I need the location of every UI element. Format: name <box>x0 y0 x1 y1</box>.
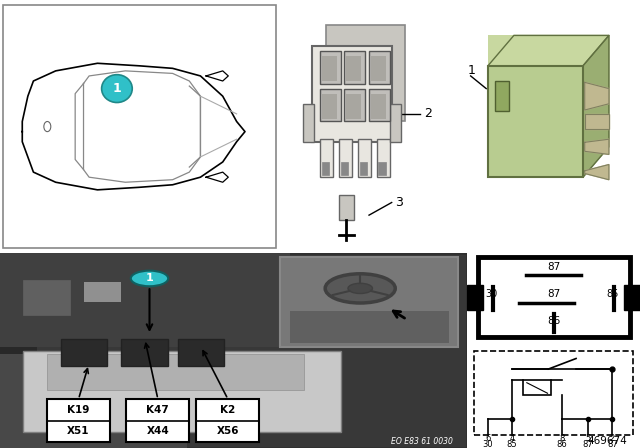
FancyBboxPatch shape <box>312 46 392 142</box>
FancyBboxPatch shape <box>369 51 390 83</box>
Text: 86: 86 <box>547 316 560 326</box>
FancyBboxPatch shape <box>126 399 189 442</box>
FancyBboxPatch shape <box>344 51 365 83</box>
Text: 87: 87 <box>547 263 560 272</box>
FancyBboxPatch shape <box>340 162 348 175</box>
FancyBboxPatch shape <box>0 354 187 448</box>
FancyBboxPatch shape <box>303 104 314 142</box>
FancyBboxPatch shape <box>84 282 122 302</box>
Polygon shape <box>583 35 609 177</box>
Text: 87: 87 <box>547 289 560 299</box>
Text: 87: 87 <box>583 440 593 448</box>
Text: 86: 86 <box>557 440 568 448</box>
FancyBboxPatch shape <box>3 5 276 248</box>
Bar <box>625 285 640 310</box>
FancyBboxPatch shape <box>320 139 333 177</box>
Polygon shape <box>585 82 609 110</box>
Text: K19: K19 <box>67 405 90 415</box>
FancyBboxPatch shape <box>488 66 583 177</box>
FancyBboxPatch shape <box>122 339 168 366</box>
FancyBboxPatch shape <box>61 339 108 366</box>
Text: 1: 1 <box>113 82 122 95</box>
Ellipse shape <box>44 121 51 132</box>
FancyBboxPatch shape <box>320 89 340 121</box>
FancyBboxPatch shape <box>346 94 362 119</box>
Text: 5: 5 <box>586 434 591 443</box>
FancyBboxPatch shape <box>326 25 405 121</box>
Circle shape <box>131 271 168 286</box>
Text: 2: 2 <box>610 434 615 443</box>
FancyBboxPatch shape <box>196 399 259 442</box>
FancyBboxPatch shape <box>23 280 70 315</box>
Text: 30: 30 <box>485 289 497 299</box>
FancyBboxPatch shape <box>290 311 449 343</box>
FancyBboxPatch shape <box>339 139 352 177</box>
FancyBboxPatch shape <box>0 253 290 347</box>
Text: 1: 1 <box>146 273 154 284</box>
Text: 6: 6 <box>485 434 491 443</box>
Circle shape <box>102 75 132 103</box>
FancyBboxPatch shape <box>524 379 551 396</box>
FancyBboxPatch shape <box>322 162 330 175</box>
FancyBboxPatch shape <box>344 89 365 121</box>
Text: X51: X51 <box>67 426 90 436</box>
FancyBboxPatch shape <box>322 94 337 119</box>
Polygon shape <box>22 63 245 190</box>
Text: K2: K2 <box>220 405 236 415</box>
FancyBboxPatch shape <box>358 139 371 177</box>
Text: 85: 85 <box>606 289 618 299</box>
FancyBboxPatch shape <box>474 351 633 435</box>
Polygon shape <box>488 35 609 66</box>
FancyBboxPatch shape <box>488 35 583 71</box>
FancyBboxPatch shape <box>369 89 390 121</box>
Text: EO E83 61 0030: EO E83 61 0030 <box>391 437 453 446</box>
Text: 1: 1 <box>467 65 475 78</box>
Text: 4: 4 <box>509 434 515 443</box>
FancyBboxPatch shape <box>346 56 362 81</box>
Text: 3: 3 <box>396 196 403 209</box>
FancyBboxPatch shape <box>23 350 341 432</box>
FancyBboxPatch shape <box>339 195 354 220</box>
FancyBboxPatch shape <box>322 56 337 81</box>
Text: X56: X56 <box>216 426 239 436</box>
Text: X44: X44 <box>147 426 169 436</box>
Text: 2: 2 <box>424 108 431 121</box>
Circle shape <box>348 283 372 293</box>
FancyBboxPatch shape <box>376 139 390 177</box>
Polygon shape <box>585 139 609 155</box>
FancyBboxPatch shape <box>280 257 458 347</box>
Text: 30: 30 <box>483 440 493 448</box>
FancyBboxPatch shape <box>378 162 386 175</box>
FancyBboxPatch shape <box>360 162 367 175</box>
FancyBboxPatch shape <box>371 94 386 119</box>
Text: 85: 85 <box>507 440 518 448</box>
Text: K47: K47 <box>147 405 169 415</box>
FancyBboxPatch shape <box>0 253 467 448</box>
FancyBboxPatch shape <box>320 51 340 83</box>
Text: 87: 87 <box>607 440 618 448</box>
Polygon shape <box>585 164 609 180</box>
Polygon shape <box>585 114 609 129</box>
FancyBboxPatch shape <box>0 253 37 354</box>
FancyBboxPatch shape <box>390 104 401 142</box>
Text: 8: 8 <box>559 434 565 443</box>
FancyBboxPatch shape <box>371 56 386 81</box>
FancyBboxPatch shape <box>47 354 304 389</box>
FancyBboxPatch shape <box>177 339 224 366</box>
FancyBboxPatch shape <box>495 81 509 112</box>
Text: 469674: 469674 <box>588 436 627 446</box>
FancyBboxPatch shape <box>47 399 110 442</box>
Bar <box>467 285 483 310</box>
FancyBboxPatch shape <box>477 257 630 337</box>
Circle shape <box>325 274 396 303</box>
